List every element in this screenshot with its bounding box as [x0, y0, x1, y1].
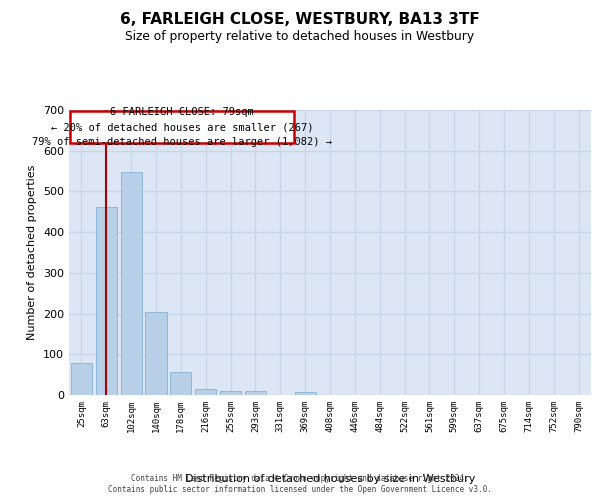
Bar: [121, 172, 142, 395]
Bar: [96, 207, 117, 395]
Bar: [195, 389, 216, 395]
Y-axis label: Number of detached properties: Number of detached properties: [28, 165, 37, 340]
Text: Size of property relative to detached houses in Westbury: Size of property relative to detached ho…: [125, 30, 475, 43]
Bar: [170, 372, 191, 395]
Bar: [145, 312, 167, 395]
FancyBboxPatch shape: [70, 111, 294, 144]
X-axis label: Distribution of detached houses by size in Westbury: Distribution of detached houses by size …: [185, 474, 475, 484]
Text: 6, FARLEIGH CLOSE, WESTBURY, BA13 3TF: 6, FARLEIGH CLOSE, WESTBURY, BA13 3TF: [120, 12, 480, 26]
Bar: [220, 391, 241, 395]
Bar: [245, 391, 266, 395]
Bar: [71, 363, 92, 395]
Text: 6 FARLEIGH CLOSE: 79sqm
← 20% of detached houses are smaller (267)
79% of semi-d: 6 FARLEIGH CLOSE: 79sqm ← 20% of detache…: [32, 108, 332, 147]
Bar: [295, 392, 316, 395]
Text: Contains HM Land Registry data © Crown copyright and database right 2024.
Contai: Contains HM Land Registry data © Crown c…: [108, 474, 492, 494]
